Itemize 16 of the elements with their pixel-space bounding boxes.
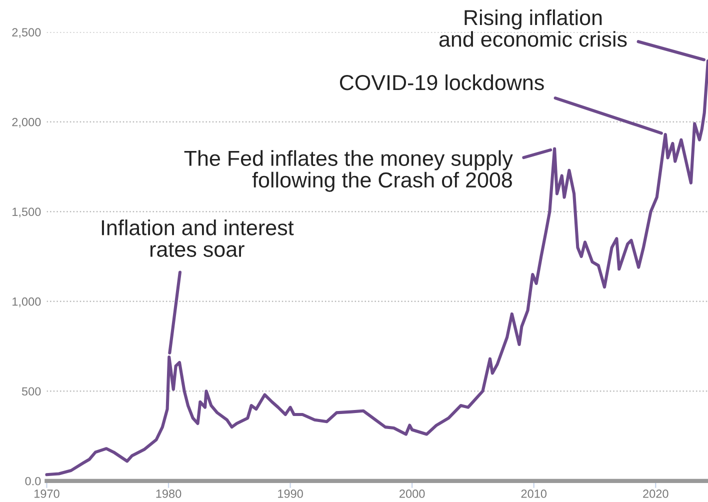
x-tick-label: 1990 — [278, 490, 303, 498]
annotation: Rising inflation and economic crisis — [439, 9, 627, 47]
annotation: Inflation and interest rates soar — [102, 220, 294, 257]
y-tick-label: 2,500 — [12, 28, 41, 38]
annotation: The Fed inflates the money supply following the Crash of 2008 — [184, 150, 513, 192]
x-tick-label: 1980 — [156, 490, 182, 498]
y-tick-label: 500 — [22, 387, 41, 396]
x-tick-label: 2010 — [521, 490, 547, 498]
annotation: COVID-19 lockdowns — [340, 74, 544, 90]
x-tick-label: 2000 — [400, 490, 425, 498]
y-tick-label: 1,500 — [12, 208, 41, 218]
y-tick-label: 0.0 — [25, 476, 41, 486]
y-tick-label: 2,000 — [12, 118, 41, 128]
x-tick-label: 2020 — [643, 490, 668, 498]
x-tick-label: 1970 — [34, 490, 60, 498]
y-tick-label: 1,000 — [12, 297, 41, 308]
